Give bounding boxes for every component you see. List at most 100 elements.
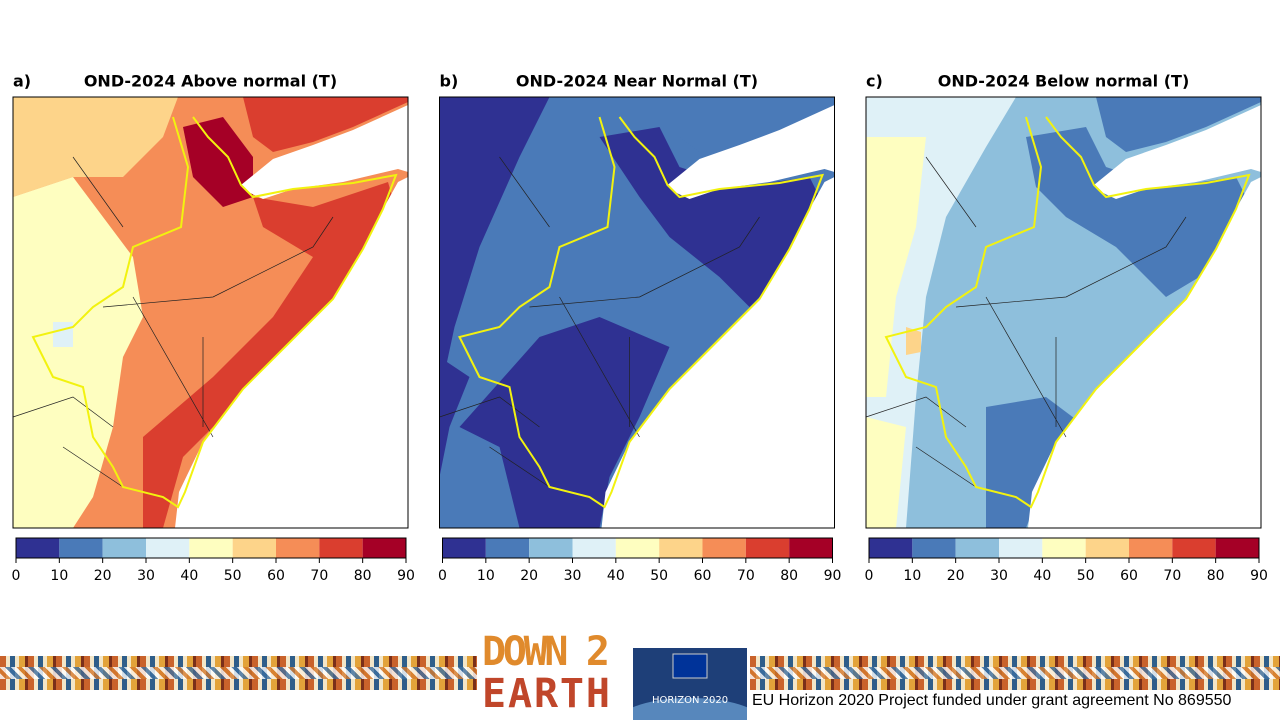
decorative-band (0, 656, 477, 690)
colorbar-frame (442, 537, 833, 559)
colorbar-segment (59, 538, 103, 558)
colorbar-segment (702, 538, 746, 558)
probability-region (1096, 97, 1261, 152)
country-borders (12, 156, 334, 488)
colorbar-tick-label: 20 (520, 568, 538, 584)
colorbar-segment (362, 538, 406, 558)
colorbar-tick-label: 10 (903, 568, 921, 584)
colorbar-tick-label: 60 (1120, 568, 1138, 584)
probability-region (669, 97, 835, 152)
colorbar-tick-label: 40 (1033, 568, 1051, 584)
map-frame (12, 96, 409, 529)
colorbar-tick-label: 70 (1163, 568, 1181, 584)
region-outline (884, 116, 1251, 509)
probability-region (243, 97, 408, 152)
colorbar-segment (912, 538, 956, 558)
probability-region (439, 357, 470, 477)
colorbar-tick-label: 0 (12, 568, 21, 584)
colorbar-segment (232, 538, 276, 558)
sea (667, 105, 835, 199)
colorbar-tick-label: 50 (224, 568, 242, 584)
colorbar-tick-label: 30 (137, 568, 155, 584)
colorbar-tick-label: 60 (694, 568, 712, 584)
country-borders (865, 156, 1187, 488)
colorbar-tick-label: 10 (477, 568, 495, 584)
colorbar-segment (615, 538, 660, 558)
probability-region (906, 327, 921, 355)
colorbar-segment (442, 538, 486, 558)
probability-region (53, 322, 73, 347)
colorbar-tick-label: 80 (1207, 568, 1225, 584)
sea (1028, 177, 1261, 528)
probability-region (13, 177, 143, 528)
colorbar-tick-label: 40 (180, 568, 198, 584)
eu-flag (672, 653, 708, 679)
map-panel (865, 96, 1262, 529)
colorbar-tick-label: 30 (990, 568, 1008, 584)
colorbar-tick-label: 90 (397, 568, 415, 584)
map-panel (12, 96, 409, 529)
colorbar-segment (1215, 538, 1259, 558)
probability-region (439, 97, 550, 397)
logo-top: DOWN 2 (482, 630, 610, 675)
probability-region (13, 97, 178, 197)
map-frame (865, 96, 1262, 529)
colorbar-tick-label: 0 (865, 568, 874, 584)
colorbar-tick-label: 60 (267, 568, 285, 584)
colorbar-segment (1085, 538, 1129, 558)
panel-label: b) (440, 72, 459, 91)
region-outline (458, 116, 825, 509)
colorbar-tick-label: 30 (564, 568, 582, 584)
colorbar-frame (868, 537, 1260, 559)
colorbar-tick-label: 50 (650, 568, 668, 584)
sea (241, 105, 408, 199)
map-frame (439, 96, 835, 529)
colorbar-tick-label: 90 (824, 568, 842, 584)
funding-text: EU Horizon 2020 Project funded under gra… (752, 692, 1232, 709)
panel-title: OND-2024 Near Normal (T) (516, 72, 758, 91)
colorbar-segment (789, 538, 833, 558)
colorbar-segment (869, 538, 913, 558)
colorbar-segment (146, 538, 190, 558)
decorative-band (750, 656, 1280, 690)
colorbar-segment (16, 538, 60, 558)
colorbar-tick-label: 50 (1077, 568, 1095, 584)
panel-label: c) (866, 72, 883, 91)
sea (175, 177, 408, 528)
colorbar-segment (276, 538, 320, 558)
colorbar-segment (529, 538, 573, 558)
colorbar-tick-label: 10 (50, 568, 68, 584)
colorbar-tick-label: 40 (607, 568, 625, 584)
sea (601, 177, 835, 528)
probability-region (866, 417, 906, 528)
panel-title: OND-2024 Above normal (T) (84, 72, 337, 91)
colorbar-segment (1042, 538, 1086, 558)
probability-region (599, 127, 825, 307)
down2earth-logo: DOWN 2 EARTH (482, 630, 610, 717)
colorbar-tick-label: 70 (737, 568, 755, 584)
probability-region (183, 117, 253, 207)
logo-bottom: EARTH (482, 671, 610, 717)
probability-region (866, 137, 926, 397)
logo-globe (633, 698, 747, 720)
panel-title: OND-2024 Below normal (T) (938, 72, 1190, 91)
colorbar-segment (999, 538, 1043, 558)
colorbar-segment (955, 538, 999, 558)
map-panels: a) OND-2024 Above normal (T) 0 10 20 30 40 50 60… (12, 72, 1268, 585)
sea (1094, 105, 1261, 199)
probability-region (143, 182, 398, 528)
colorbar-tick-label: 90 (1250, 568, 1268, 584)
colorbar-segment (102, 538, 146, 558)
colorbar-segment (745, 538, 790, 558)
probability-region (459, 317, 670, 528)
colorbar-segment (659, 538, 703, 558)
colorbar-tick-label: 70 (310, 568, 328, 584)
colorbar-frame (15, 537, 407, 559)
colorbar-segment (1172, 538, 1216, 558)
colorbar-tick-label: 20 (94, 568, 112, 584)
colorbar-tick-label: 0 (438, 568, 447, 584)
colorbar-segment (485, 538, 530, 558)
colorbar-tick-label: 80 (354, 568, 372, 584)
colorbar-segment (189, 538, 233, 558)
